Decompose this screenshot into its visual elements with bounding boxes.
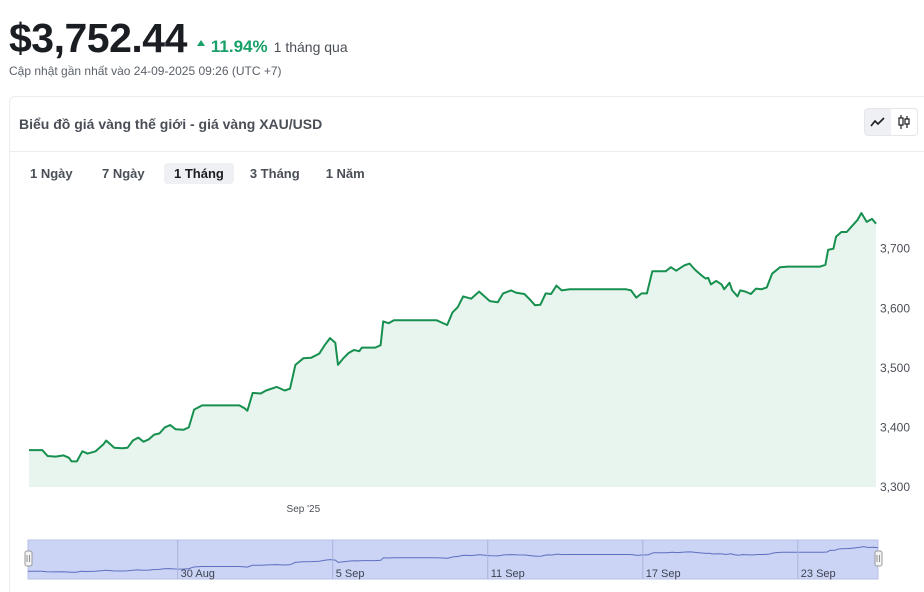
current-price: $3,752.44 <box>9 15 187 61</box>
range-3-months[interactable]: 3 Tháng <box>249 166 300 181</box>
range-1-month[interactable]: 1 Tháng <box>164 163 234 184</box>
chart-type-toggle <box>864 108 918 136</box>
line-chart-button[interactable] <box>865 109 891 135</box>
line-chart-icon <box>870 117 885 127</box>
y-tick-label: 3,700 <box>880 242 910 256</box>
navigator-tick-label: 5 Sep <box>336 568 365 580</box>
y-tick-label: 3,600 <box>880 301 910 315</box>
range-7-days[interactable]: 7 Ngày <box>102 166 145 181</box>
navigator-left-handle[interactable] <box>24 550 33 567</box>
price-header: $3,752.44 11.94% 1 tháng qua Cập nhật gầ… <box>9 14 909 84</box>
chart-card: Biểu đồ giá vàng thế giới - giá vàng XAU… <box>9 96 924 592</box>
navigator-tick-label: 30 Aug <box>181 568 215 580</box>
candlestick-button[interactable] <box>891 109 917 135</box>
navigator-right-handle[interactable] <box>874 550 883 567</box>
y-tick-label: 3,500 <box>880 361 910 375</box>
price-row: $3,752.44 11.94% 1 tháng qua <box>9 14 909 62</box>
navigator-tick-label: 17 Sep <box>646 568 681 580</box>
navigator-tick-label: 23 Sep <box>801 568 836 580</box>
price-line-chart[interactable]: 3,300 3,400 3,500 3,600 3,700 Sep '25 30 Aug 5 … <box>10 97 924 592</box>
change-period: 1 tháng qua <box>273 39 348 55</box>
time-range-tabs: 1 Ngày 7 Ngày 1 Tháng 3 Tháng 1 Năm <box>20 163 382 184</box>
candlestick-icon <box>898 115 910 129</box>
up-arrow-icon <box>196 40 205 46</box>
navigator-tick-label: 11 Sep <box>491 568 525 580</box>
navigator-line <box>28 546 879 573</box>
price-area <box>29 213 876 487</box>
y-tick-label: 3,400 <box>880 420 910 434</box>
last-updated: Cập nhật gần nhất vào 24-09-2025 09:26 (… <box>9 64 282 78</box>
chart-title: Biểu đồ giá vàng thế giới - giá vàng XAU… <box>19 116 323 132</box>
navigator-range <box>27 539 879 580</box>
range-1-year[interactable]: 1 Năm <box>325 166 365 181</box>
x-tick-label: Sep '25 <box>287 504 321 515</box>
y-tick-label: 3,300 <box>880 480 910 494</box>
chart-card-header: Biểu đồ giá vàng thế giới - giá vàng XAU… <box>10 97 924 152</box>
price-line <box>29 212 877 463</box>
range-1-day[interactable]: 1 Ngày <box>30 166 73 181</box>
change-percent: 11.94% <box>210 37 268 56</box>
